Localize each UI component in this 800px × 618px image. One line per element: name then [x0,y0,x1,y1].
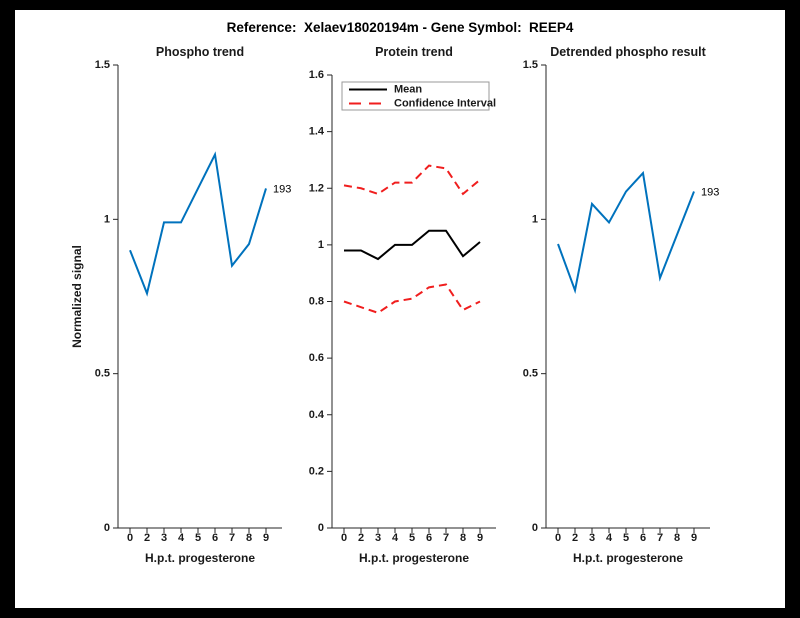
x-tick-label: 9 [477,532,483,544]
subplot-title: Protein trend [375,45,453,59]
y-tick-label: 1 [532,213,538,225]
x-tick-label: 6 [640,532,646,544]
y-tick-label: 0 [532,522,538,534]
y-tick-label: 1.5 [95,59,110,71]
y-tick-label: 1 [104,213,110,225]
subplot-title: Phospho trend [156,45,244,59]
end-value-label: 193 [273,183,291,195]
y-tick-label: 0 [104,522,110,534]
legend-label-confidence-interval: Confidence Interval [394,98,496,110]
y-tick-label: 0.5 [523,368,538,380]
x-tick-label: 0 [341,532,347,544]
legend: Mean Confidence Interval [341,81,496,111]
legend-box [341,81,490,111]
x-tick-label: 7 [229,532,235,544]
x-tick-label: 4 [178,532,185,544]
series-phospho [129,151,267,297]
x-tick-label: 6 [212,532,218,544]
y-tick-label: 0.8 [309,296,324,308]
x-tick-label: 5 [623,532,629,544]
x-tick-label: 3 [589,532,595,544]
y-tick-label: 1.4 [309,126,325,138]
x-tick-label: 2 [358,532,364,544]
subplot-title: Detrended phospho result [550,45,706,59]
x-tick-label: 5 [195,532,201,544]
y-tick-label: 1.6 [309,69,324,81]
figure-page: Reference: Xelaev18020194m - Gene Symbol… [15,10,785,608]
x-tick-label: 8 [246,532,252,544]
x-tick-label: 9 [263,532,269,544]
series-mean [344,229,481,261]
series-detrended-phospho [557,170,695,295]
x-tick-label: 5 [409,532,415,544]
x-tick-label: 8 [460,532,466,544]
y-tick-label: 0 [318,522,324,534]
x-tick-label: 9 [691,532,697,544]
x-tick-label: 7 [443,532,449,544]
x-tick-label: 7 [657,532,663,544]
series-confidence-interval-upper [343,164,481,196]
x-tick-label: 2 [572,532,578,544]
end-value-label: 193 [701,187,719,199]
x-tick-label: 3 [375,532,381,544]
x-tick-label: 0 [555,532,561,544]
x-tick-label: 2 [144,532,150,544]
x-axis-label: H.p.t. progesterone [145,551,255,565]
x-tick-label: 6 [426,532,432,544]
y-tick-label: 0.5 [95,368,110,380]
legend-label-mean: Mean [394,84,422,96]
series-confidence-interval-lower [343,283,481,314]
y-tick-label: 1 [318,239,324,251]
x-tick-label: 4 [606,532,613,544]
figure-title: Reference: Xelaev18020194m - Gene Symbol… [226,20,574,35]
x-tick-label: 4 [392,532,399,544]
x-axis-label: H.p.t. progesterone [359,551,469,565]
y-tick-label: 0.2 [309,465,324,477]
x-axis-label: H.p.t. progesterone [573,551,683,565]
x-tick-label: 8 [674,532,680,544]
y-tick-label: 0.4 [309,409,325,421]
x-tick-label: 0 [127,532,133,544]
y-tick-label: 1.5 [523,59,538,71]
y-tick-label: 0.6 [309,352,324,364]
x-tick-label: 3 [161,532,167,544]
y-axis-label: Normalized signal [70,245,84,348]
y-tick-label: 1.2 [309,182,324,194]
